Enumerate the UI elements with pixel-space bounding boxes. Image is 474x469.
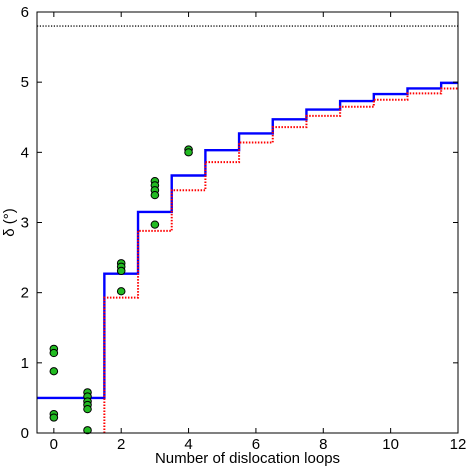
- y-axis-label: δ (°): [1, 208, 18, 237]
- x-tick-label: 0: [50, 436, 58, 453]
- y-tick-label: 0: [21, 425, 29, 442]
- y-tick-label: 1: [21, 355, 29, 372]
- scatter-layer: [49, 145, 193, 435]
- series-line-2: [103, 87, 458, 433]
- data-point: [150, 220, 160, 229]
- data-point: [83, 405, 92, 414]
- y-tick-label: 4: [21, 144, 29, 161]
- x-tick-label: 6: [252, 436, 260, 453]
- y-tick-label: 5: [21, 74, 29, 91]
- series-layer: [37, 25, 458, 433]
- x-tick-label: 4: [184, 436, 192, 453]
- data-point: [83, 426, 92, 435]
- x-tick-label: 12: [450, 436, 467, 453]
- plot-area: [37, 12, 458, 433]
- y-tick-label: 2: [21, 285, 29, 302]
- y-tick-label: 6: [21, 4, 29, 21]
- x-tick-label: 10: [382, 436, 399, 453]
- data-point: [49, 413, 59, 422]
- y-tick-label: 3: [21, 215, 29, 232]
- data-point: [49, 367, 59, 376]
- data-point: [116, 287, 126, 296]
- data-point: [116, 266, 126, 276]
- x-axis-label: Number of dislocation loops: [155, 450, 340, 467]
- data-point: [184, 148, 193, 157]
- x-tick-label: 2: [117, 436, 125, 453]
- data-point: [150, 191, 160, 200]
- plot-background: [37, 12, 458, 433]
- x-tick-label: 8: [319, 436, 327, 453]
- data-point: [49, 348, 59, 358]
